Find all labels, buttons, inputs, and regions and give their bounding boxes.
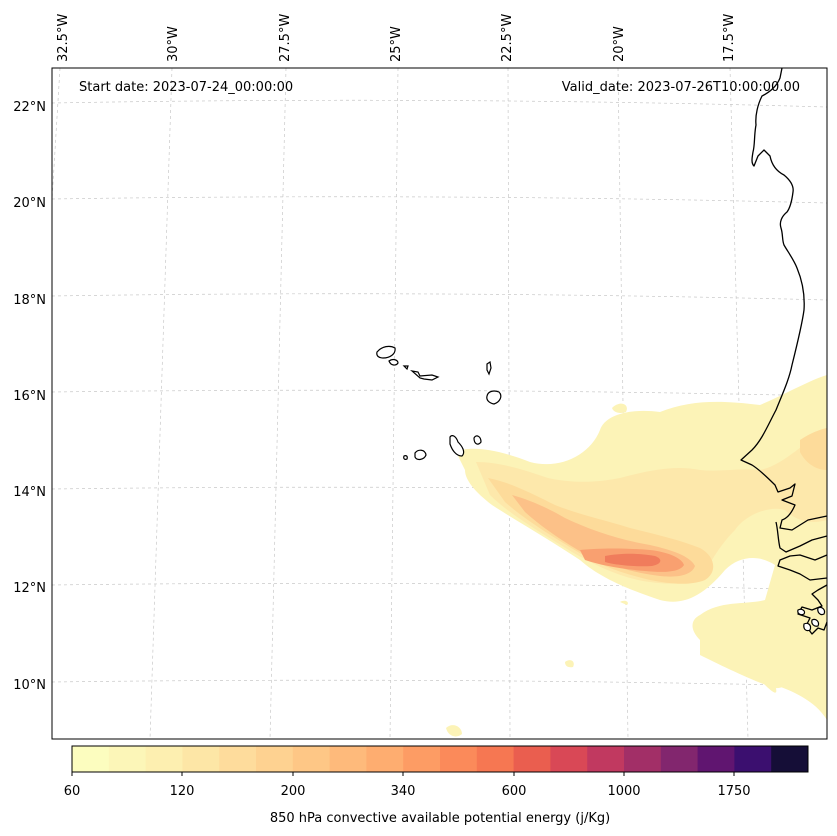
- cape-layer-120: [476, 430, 827, 584]
- lat-label: 16°N: [13, 389, 46, 404]
- colorbar-cell: [182, 746, 220, 772]
- colorbar-cell: [108, 746, 147, 772]
- island-sao-vicente: [388, 358, 399, 366]
- colorbar-tick-label: 600: [502, 784, 527, 799]
- colorbar-cell: [624, 746, 662, 772]
- colorbar-cell: [440, 746, 478, 772]
- colorbar-tick-label: 120: [170, 784, 195, 799]
- colorbar-frame: [71, 745, 809, 773]
- island-brava: [403, 455, 408, 460]
- lon-label: 32.5°W: [56, 14, 71, 62]
- longitude-labels: 32.5°W 30°W 27.5°W 25°W 22.5°W 20°W 17.5…: [56, 14, 737, 62]
- lat-label: 18°N: [13, 293, 46, 308]
- island-maio: [473, 435, 482, 445]
- colorbar-tick-labels: 60 120 200 340 600 1000 1750: [64, 784, 751, 799]
- colorbar-cell: [72, 746, 110, 772]
- cape-field: [446, 375, 827, 737]
- colorbar-tick-label: 1750: [717, 784, 750, 799]
- colorbar-cell: [660, 746, 699, 772]
- island-santiago: [449, 435, 465, 457]
- colorbar-cell: [256, 746, 294, 772]
- colorbar-cell: [771, 746, 809, 772]
- lat-label: 22°N: [13, 100, 46, 115]
- valid-date-label: Valid_date: 2023-07-26T10:00:00.00: [562, 80, 800, 95]
- island-boa-vista: [486, 390, 502, 405]
- map-frame: [51, 67, 828, 740]
- lon-label: 27.5°W: [278, 14, 293, 62]
- lat-label: 10°N: [13, 678, 46, 693]
- colorbar-cell: [734, 746, 772, 772]
- senegal-inner-coast: [775, 521, 828, 553]
- gambia-coast: [777, 554, 828, 581]
- colorbar-tick-label: 60: [64, 784, 81, 799]
- cape-layer-1000: [605, 553, 661, 567]
- colorbar-title: 850 hPa convective available potential e…: [270, 811, 610, 826]
- colorbar-tick-label: 200: [281, 784, 306, 799]
- colorbar-cell: [403, 746, 441, 772]
- start-date-label: Start date: 2023-07-24_00:00:00: [79, 80, 293, 95]
- colorbar-tick-label: 340: [391, 784, 416, 799]
- colorbar-cell: [366, 746, 404, 772]
- colorbar-cell: [292, 746, 331, 772]
- colorbar-cell: [550, 746, 588, 772]
- colorbar-cell: [476, 746, 515, 772]
- lon-label: 30°W: [166, 26, 181, 62]
- island-sao-nicolau: [410, 370, 440, 381]
- colorbar-cell: [513, 746, 551, 772]
- colorbar-cell: [145, 746, 183, 772]
- lon-label: 17.5°W: [722, 14, 737, 62]
- island-santo-antao: [376, 345, 396, 359]
- colorbar-cell: [329, 746, 367, 772]
- island-fogo: [414, 449, 427, 461]
- coastline: [376, 67, 828, 635]
- island-bijagos-3: [817, 606, 826, 616]
- colorbar-tick-label: 1000: [607, 784, 640, 799]
- lat-label: 20°N: [13, 196, 46, 211]
- island-bijagos-2: [811, 618, 820, 627]
- colorbar-cell: [697, 746, 735, 772]
- island-sal: [486, 360, 492, 376]
- africa-coast: [740, 67, 828, 531]
- island-bijagos-4: [797, 608, 806, 616]
- lat-label: 14°N: [13, 485, 46, 500]
- latitude-labels: 22°N 20°N 18°N 16°N 14°N 12°N 10°N: [13, 100, 46, 693]
- colorbar-cell: [219, 746, 257, 772]
- lon-label: 25°W: [389, 26, 404, 62]
- lat-label: 12°N: [13, 581, 46, 596]
- lon-label: 20°W: [612, 26, 627, 62]
- colorbar-cell: [587, 746, 625, 772]
- lon-label: 22.5°W: [500, 14, 515, 62]
- colorbar: [71, 745, 809, 776]
- island-santa-luzia: [402, 365, 409, 371]
- island-bijagos-1: [803, 622, 812, 632]
